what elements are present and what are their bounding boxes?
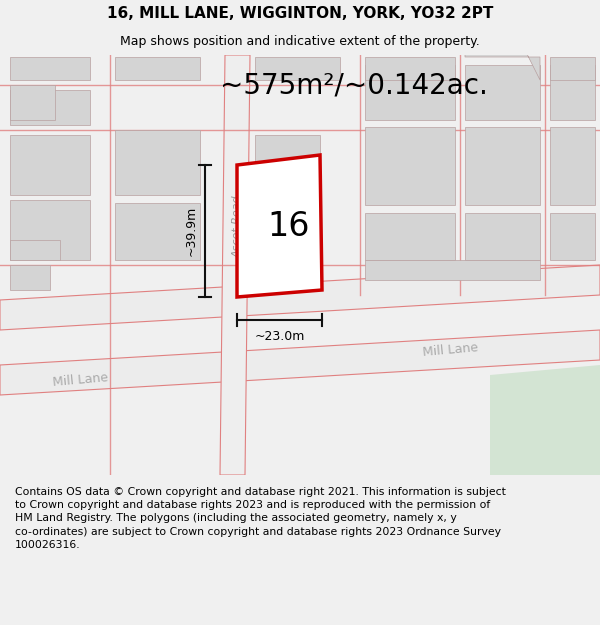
- Text: Contains OS data © Crown copyright and database right 2021. This information is : Contains OS data © Crown copyright and d…: [15, 487, 506, 550]
- Polygon shape: [365, 260, 540, 280]
- Polygon shape: [10, 135, 90, 195]
- Polygon shape: [10, 85, 55, 120]
- Polygon shape: [365, 213, 455, 260]
- Polygon shape: [365, 65, 455, 120]
- Text: ~575m²/~0.142ac.: ~575m²/~0.142ac.: [220, 71, 488, 99]
- Polygon shape: [0, 265, 600, 330]
- Polygon shape: [10, 200, 90, 260]
- Polygon shape: [115, 57, 200, 80]
- Polygon shape: [0, 330, 600, 395]
- Polygon shape: [10, 57, 90, 80]
- Polygon shape: [550, 127, 595, 205]
- Text: Mill Lane: Mill Lane: [422, 341, 478, 359]
- Polygon shape: [220, 55, 250, 475]
- Polygon shape: [490, 365, 600, 475]
- Text: Mill Lane: Mill Lane: [52, 371, 108, 389]
- Polygon shape: [550, 65, 595, 120]
- Text: ~39.9m: ~39.9m: [185, 206, 197, 256]
- Polygon shape: [115, 203, 200, 260]
- Polygon shape: [10, 265, 50, 290]
- Polygon shape: [465, 127, 540, 205]
- Polygon shape: [10, 240, 60, 260]
- Polygon shape: [10, 90, 90, 125]
- Polygon shape: [115, 130, 200, 195]
- Polygon shape: [255, 135, 320, 190]
- Text: 16, MILL LANE, WIGGINTON, YORK, YO32 2PT: 16, MILL LANE, WIGGINTON, YORK, YO32 2PT: [107, 6, 493, 21]
- Text: Ascot Road: Ascot Road: [233, 196, 243, 258]
- Polygon shape: [255, 195, 310, 240]
- Polygon shape: [255, 57, 340, 80]
- Text: ~23.0m: ~23.0m: [254, 331, 305, 344]
- Polygon shape: [550, 57, 595, 80]
- Polygon shape: [465, 213, 540, 260]
- Text: Map shows position and indicative extent of the property.: Map shows position and indicative extent…: [120, 35, 480, 48]
- Polygon shape: [365, 127, 455, 205]
- Polygon shape: [237, 155, 322, 297]
- Polygon shape: [550, 213, 595, 260]
- Polygon shape: [465, 0, 540, 80]
- Polygon shape: [465, 65, 540, 120]
- Polygon shape: [365, 57, 455, 80]
- Text: 16: 16: [268, 210, 310, 243]
